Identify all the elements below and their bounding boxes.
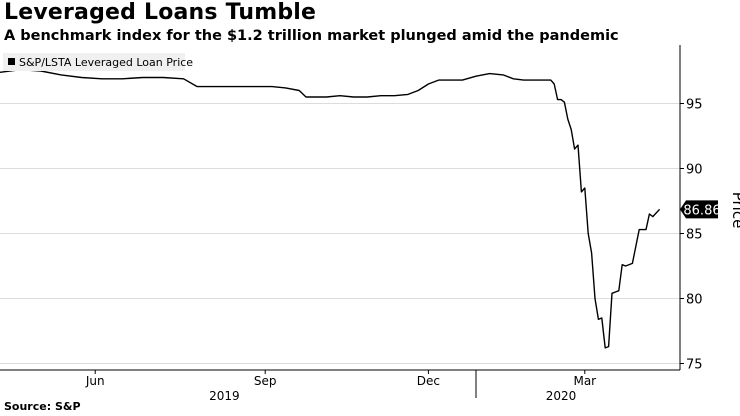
axes: 75 80 85 90 95 Jun Sep Dec Mar 2019 2020 [0, 45, 703, 403]
chart-subtitle: A benchmark index for the $1.2 trillion … [4, 28, 619, 44]
year-label: 2019 [209, 389, 240, 403]
y-tick-label: 85 [686, 228, 703, 243]
legend-swatch [8, 58, 15, 65]
chart-title: Leveraged Loans Tumble [4, 0, 317, 25]
gridlines [0, 103, 680, 364]
x-tick-label: Dec [417, 374, 440, 388]
series-layer [0, 69, 661, 349]
year-label: 2020 [546, 389, 577, 403]
y-tick-label: 75 [686, 358, 703, 373]
legend: S&P/LSTA Leveraged Loan Price [3, 53, 193, 71]
source-note: Source: S&P [4, 400, 81, 413]
series-line-leveraged-loan-price [0, 69, 661, 349]
last-value-label: 86.86 [683, 203, 720, 218]
y-tick-label: 80 [686, 293, 703, 308]
x-tick-label: Jun [85, 374, 105, 388]
x-tick-label: Sep [254, 374, 277, 388]
last-value-badge-bg [680, 200, 718, 219]
legend-label: S&P/LSTA Leveraged Loan Price [19, 56, 193, 69]
y-tick-label: 90 [686, 163, 703, 178]
y-axis-label: Price [729, 192, 740, 229]
y-tick-label: 95 [686, 98, 703, 113]
x-tick-label: Mar [573, 374, 596, 388]
last-value-badge: 86.86 [680, 200, 721, 219]
legend-box [3, 53, 185, 71]
